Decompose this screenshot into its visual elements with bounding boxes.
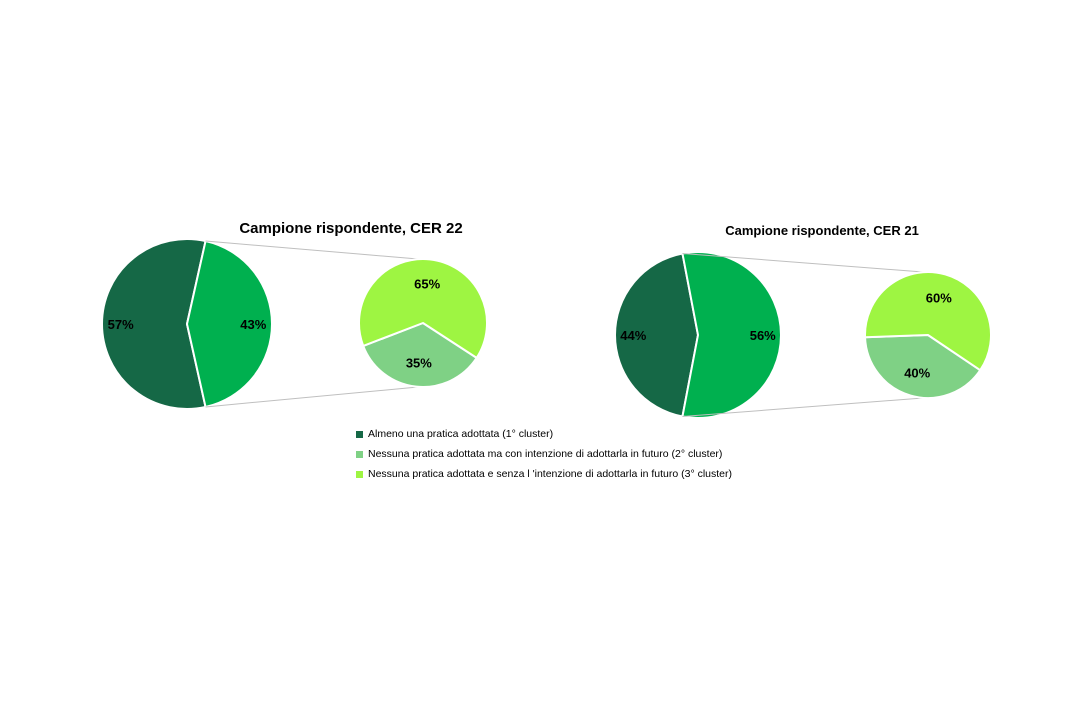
legend: Almeno una pratica adottata (1° cluster)… (356, 424, 776, 484)
legend-swatch-cluster-2 (356, 450, 363, 458)
data-label-main-cer21-1: 44% (620, 328, 646, 343)
connector-line-top-cer21 (682, 252, 924, 273)
data-label-main-cer22-2: 43% (240, 317, 266, 332)
data-label-secondary-cer22-2: 65% (414, 277, 440, 292)
legend-item-cluster-2: Nessuna pratica adottata ma con intenzio… (356, 444, 776, 464)
data-label-main-cer22-1: 57% (108, 317, 134, 332)
chart-title-cer21: Campione rispondente, CER 21 (725, 223, 919, 238)
chart-title-cer22: Campione rispondente, CER 22 (239, 220, 462, 237)
legend-swatch-cluster-3 (356, 470, 363, 478)
legend-label-cluster-3: Nessuna pratica adottata e senza l 'inte… (368, 468, 732, 480)
data-label-secondary-cer21-1: 40% (904, 366, 930, 381)
legend-item-cluster-3: Nessuna pratica adottata e senza l 'inte… (356, 464, 776, 484)
legend-label-cluster-1: Almeno una pratica adottata (1° cluster) (368, 428, 554, 440)
connector-line-bottom-cer22 (205, 386, 419, 408)
secondary-pie-slice-cer21-2 (864, 271, 992, 372)
main-pie-slice-cer21-1 (614, 252, 699, 418)
data-label-secondary-cer21-2: 60% (926, 290, 952, 305)
main-pie-slice-cer22-2 (186, 240, 273, 408)
data-label-secondary-cer22-1: 35% (406, 355, 432, 370)
legend-swatch-cluster-1 (356, 430, 363, 438)
secondary-pie-slice-cer22-1 (362, 322, 478, 388)
data-label-main-cer21-2: 56% (750, 328, 776, 343)
legend-label-cluster-2: Nessuna pratica adottata ma con intenzio… (368, 448, 723, 460)
legend-item-cluster-1: Almeno una pratica adottata (1° cluster) (356, 424, 776, 444)
connector-line-top-cer22 (205, 240, 419, 260)
secondary-pie-slice-cer22-2 (358, 258, 488, 359)
connector-line-bottom-cer21 (682, 397, 924, 418)
secondary-pie-slice-cer21-1 (864, 334, 982, 399)
main-pie-slice-cer21-2 (681, 251, 782, 419)
main-pie-slice-cer22-1 (101, 238, 207, 410)
